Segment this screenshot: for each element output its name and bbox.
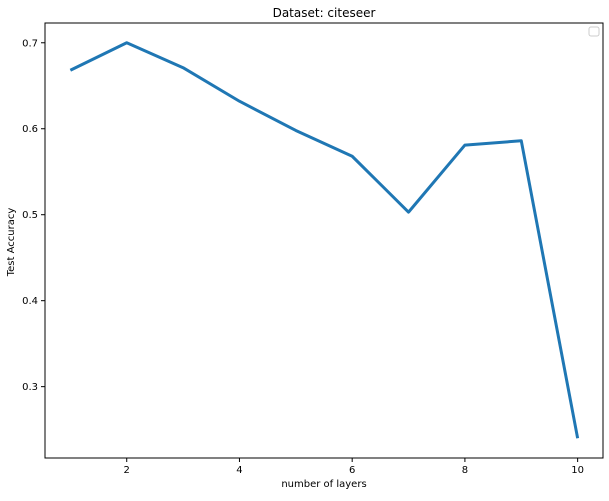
y-tick-label: 0.6	[22, 124, 38, 135]
y-tick-label: 0.7	[22, 38, 38, 49]
chart-title: Dataset: citeseer	[273, 6, 376, 20]
plot-area: 2 4 6 8 10 0.3 0.4 0.5 0.6 0.7	[22, 22, 604, 476]
y-tick-label: 0.4	[22, 296, 38, 307]
axes-frame	[44, 22, 604, 459]
x-tick-label: 4	[236, 465, 242, 476]
legend-box	[588, 26, 600, 37]
x-axis-label: number of layers	[281, 479, 366, 490]
x-tick-label: 6	[349, 465, 355, 476]
y-tick-label: 0.3	[22, 382, 38, 393]
y-axis-label: Test Accuracy	[6, 208, 17, 278]
series-line-1	[69, 41, 580, 439]
y-tick-label: 0.5	[22, 210, 38, 221]
x-tick-label: 2	[124, 465, 130, 476]
x-tick-label: 10	[571, 465, 584, 476]
x-tick-label: 8	[462, 465, 468, 476]
